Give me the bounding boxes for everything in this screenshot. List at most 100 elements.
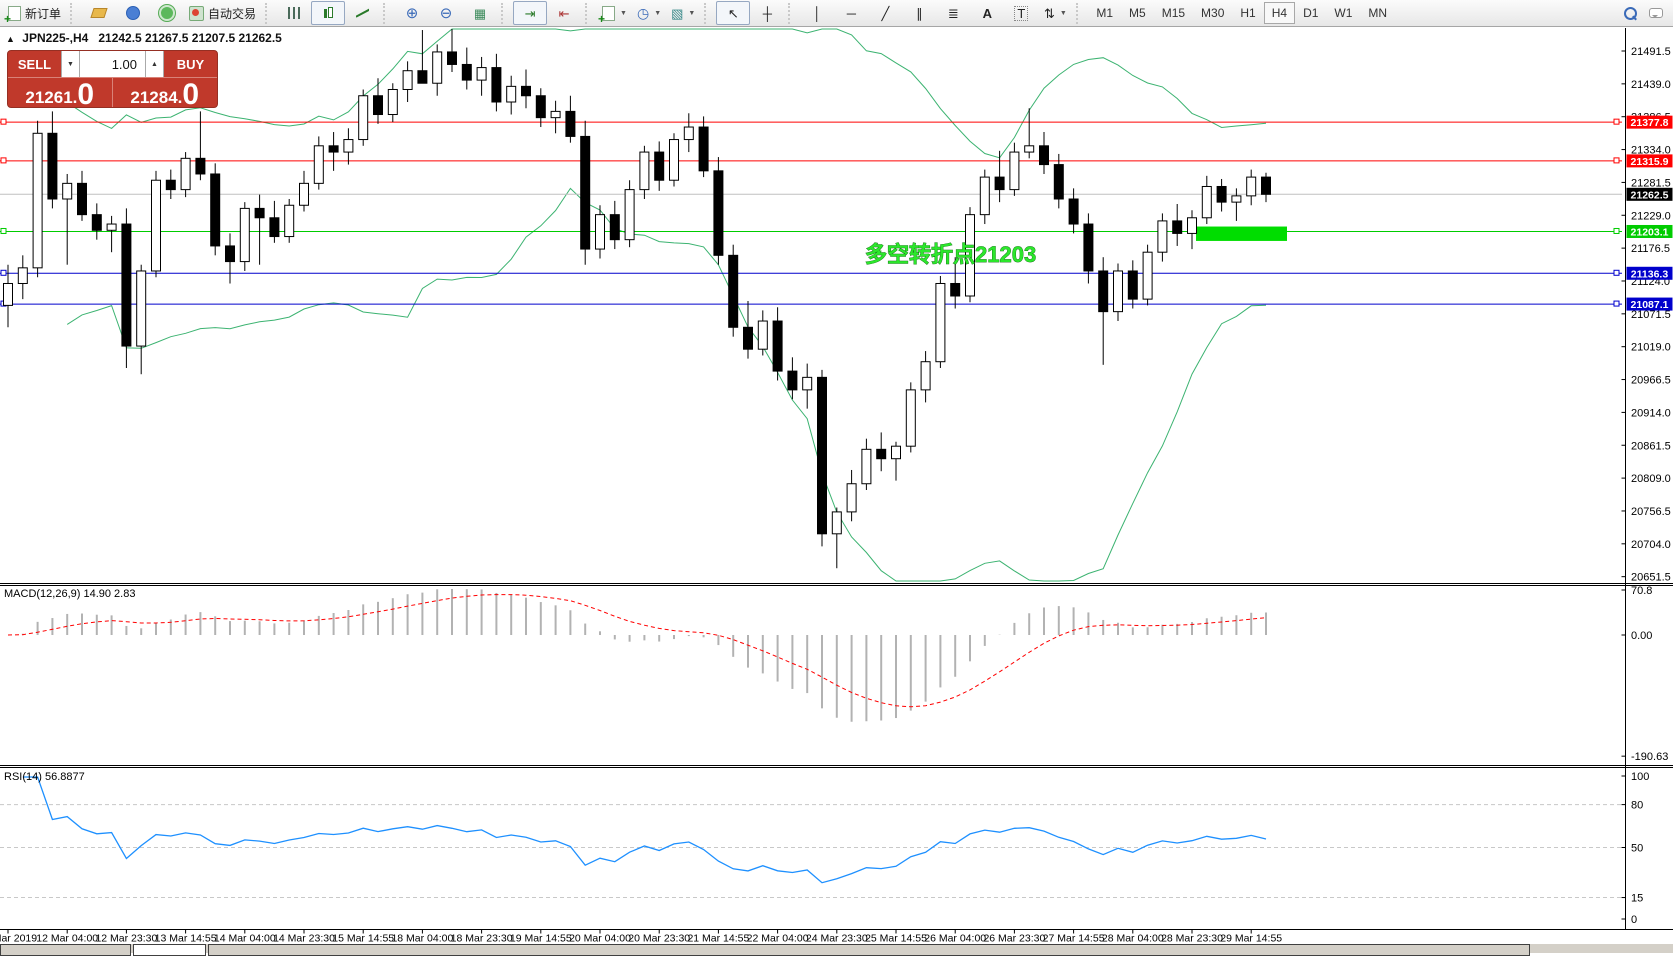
price-tick-label: 20914.0: [1631, 407, 1671, 419]
hline-left-anchor: [0, 227, 7, 234]
timeframe-button-H1[interactable]: H1: [1240, 6, 1256, 20]
timeframe-button-M1[interactable]: M1: [1096, 6, 1114, 20]
price-axis[interactable]: 21491.521439.021386.521334.021281.521229…: [1621, 28, 1673, 930]
vertical-line-tool-button[interactable]: │: [800, 1, 834, 25]
chart-tab-selected[interactable]: [133, 944, 206, 956]
sell-price-dot: .: [72, 87, 78, 107]
candle-body: [62, 182, 73, 200]
candlestick-chart-button[interactable]: [311, 1, 346, 25]
chart-tab[interactable]: [0, 944, 131, 956]
timeframe-button-W1[interactable]: W1: [1334, 6, 1353, 20]
candle-body: [920, 361, 931, 391]
price-tag-label: 21087.1: [1631, 299, 1669, 311]
trendline-tool-button[interactable]: ╱: [868, 1, 902, 25]
hline-left-anchor: [0, 118, 7, 125]
time-tick-label: 11 Mar 2019: [0, 933, 37, 945]
candle-body: [698, 126, 709, 172]
fibonacci-tool-button[interactable]: ≣: [936, 1, 970, 25]
chart-shift-button[interactable]: ⇤: [547, 1, 581, 25]
time-tick-label: 14 Mar 23:30: [273, 933, 335, 945]
timeframe-button-MN[interactable]: MN: [1368, 6, 1388, 20]
sell-button[interactable]: SELL: [17, 56, 52, 72]
candle-body: [802, 376, 813, 391]
volume-input[interactable]: 1.00: [80, 51, 145, 77]
timeframe-button-D1[interactable]: D1: [1303, 6, 1319, 20]
timeframe-button-M5[interactable]: M5: [1129, 6, 1146, 20]
candle-body: [876, 448, 887, 460]
caret-down-icon: ▼: [688, 9, 696, 17]
macd-tick-label: 0.00: [1631, 630, 1652, 642]
zoom-in-icon: ⊕: [405, 4, 419, 22]
timeframe-button-H4[interactable]: H4: [1263, 2, 1296, 24]
signals-button[interactable]: [150, 1, 184, 25]
candle-body: [965, 214, 975, 297]
tile-windows-button[interactable]: ▦: [463, 1, 497, 25]
metaeditor-button[interactable]: [82, 1, 116, 25]
time-tick-label: 15 Mar 14:55: [332, 933, 394, 945]
candle-body: [91, 214, 102, 231]
zoom-out-button[interactable]: ⊖: [429, 1, 463, 25]
candle-body: [550, 110, 561, 119]
buy-button[interactable]: BUY: [176, 56, 205, 72]
line-chart-button[interactable]: [345, 1, 379, 25]
chart-canvas[interactable]: 多空转折点21203 21491.521439.021386.521334.021…: [0, 27, 1673, 953]
candle-body: [1024, 145, 1035, 153]
candle-body: [417, 70, 428, 84]
price-tick-label: 20756.5: [1631, 506, 1671, 518]
time-tick-label: 14 Mar 04:00: [214, 933, 276, 945]
arrows-tool-button[interactable]: ⇅ ▼: [1038, 1, 1072, 25]
chat-icon[interactable]: [1649, 8, 1663, 18]
sell-price[interactable]: 21261. 0: [8, 78, 113, 107]
price-tick-label: 20809.0: [1631, 473, 1671, 485]
channel-tool-button[interactable]: ∥: [902, 1, 936, 25]
price-tag[interactable]: [1626, 224, 1673, 238]
candle-body: [565, 110, 576, 137]
buy-price-dot: .: [177, 87, 183, 107]
search-icon[interactable]: [1624, 6, 1637, 20]
indicators-button[interactable]: ▼: [597, 1, 632, 26]
price-tag[interactable]: [1626, 187, 1673, 201]
new-order-button[interactable]: 新订单: [3, 1, 66, 26]
label-tool-button[interactable]: T: [1004, 1, 1038, 25]
price-tag[interactable]: [1626, 266, 1673, 280]
cursor-tool-button[interactable]: ↖: [716, 1, 751, 25]
chart-ohlc-values: 21242.5 21267.5 21207.5 21262.5: [98, 31, 282, 45]
volume-increase-button[interactable]: ▲: [145, 51, 164, 77]
templates-button[interactable]: ▧ ▼: [666, 1, 700, 25]
candle-body: [817, 376, 827, 535]
candle-body: [491, 67, 502, 103]
periods-button[interactable]: ◷ ▼: [632, 1, 666, 25]
autotrading-button[interactable]: 自动交易: [184, 1, 261, 25]
window-separators[interactable]: [0, 583, 1673, 768]
price-tag[interactable]: [1626, 297, 1673, 311]
community-button[interactable]: [116, 1, 150, 25]
chart-tab[interactable]: [208, 944, 1530, 956]
text-icon: A: [982, 5, 993, 21]
timeframe-button-M30[interactable]: M30: [1201, 6, 1225, 20]
crosshair-tool-button[interactable]: ┼: [750, 1, 784, 25]
price-tag[interactable]: [1626, 154, 1673, 168]
candles-layer: [3, 29, 1271, 569]
horizontal-line-tool-button[interactable]: ─: [834, 1, 868, 25]
candle-body: [683, 126, 694, 141]
candle-body: [757, 320, 768, 350]
highlight-rectangle[interactable]: [1196, 226, 1287, 241]
candle-body: [506, 85, 517, 103]
buy-price[interactable]: 21284. 0: [113, 78, 218, 108]
candle-body: [210, 173, 221, 247]
timeframe-button-M15[interactable]: M15: [1161, 6, 1186, 20]
price-tag[interactable]: [1626, 115, 1673, 129]
collapse-arrow-icon[interactable]: ▲: [6, 34, 15, 44]
price-tag-label: 21315.9: [1631, 156, 1669, 168]
bar-chart-button[interactable]: [277, 1, 311, 25]
candle-body: [1127, 270, 1138, 300]
candle-body: [595, 214, 605, 250]
annotation-text[interactable]: 多空转折点21203: [865, 242, 1037, 268]
auto-scroll-button[interactable]: ⇥: [513, 1, 548, 25]
zoom-in-button[interactable]: ⊕: [395, 1, 429, 25]
text-tool-button[interactable]: A: [970, 1, 1004, 25]
volume-decrease-button[interactable]: ▼: [61, 51, 80, 77]
trendline-icon: ╱: [881, 5, 890, 21]
horizontal-line-objects[interactable]: [0, 118, 1622, 307]
